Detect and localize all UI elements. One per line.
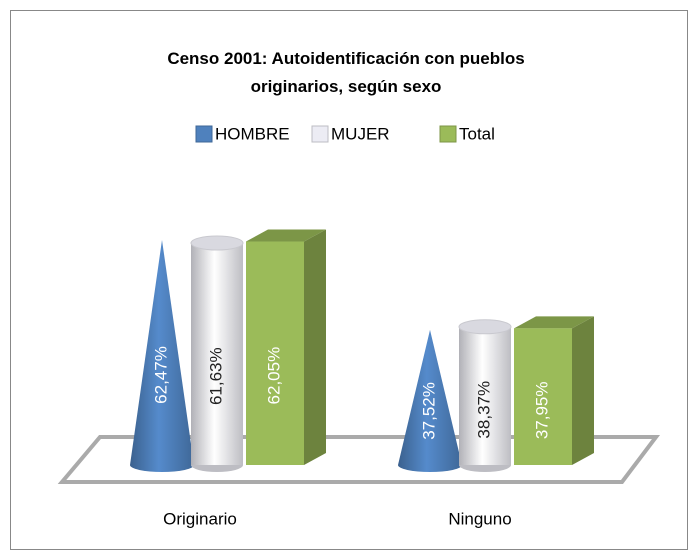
bar	[246, 241, 304, 465]
legend-label: Total	[459, 124, 495, 143]
legend-swatch	[439, 125, 457, 143]
chart-title: Censo 2001: Autoidentificación con puebl…	[167, 49, 524, 96]
legend-label: MUJER	[331, 124, 390, 143]
floor	[57, 435, 661, 484]
x-tick-label: Ninguno	[448, 509, 511, 528]
bar-top	[246, 229, 326, 242]
value-label: 37,52%	[419, 382, 438, 440]
bar-top	[458, 319, 512, 335]
bar-side	[304, 229, 326, 465]
value-label: 61,63%	[206, 347, 225, 405]
legend-swatch	[195, 125, 213, 143]
bar	[191, 243, 243, 465]
value-label: 62,05%	[264, 347, 283, 405]
bar	[514, 328, 572, 465]
bar-side	[572, 316, 594, 465]
bar	[459, 326, 511, 465]
bar	[130, 240, 194, 472]
x-tick-label: Originario	[163, 509, 237, 528]
bar	[398, 329, 462, 472]
legend-swatch	[311, 125, 329, 143]
legend-label: HOMBRE	[215, 124, 290, 143]
bar-top	[514, 316, 594, 329]
value-label: 37,95%	[532, 381, 551, 439]
value-label: 38,37%	[474, 381, 493, 439]
value-label: 62,47%	[151, 346, 170, 404]
bar-top	[190, 235, 244, 251]
